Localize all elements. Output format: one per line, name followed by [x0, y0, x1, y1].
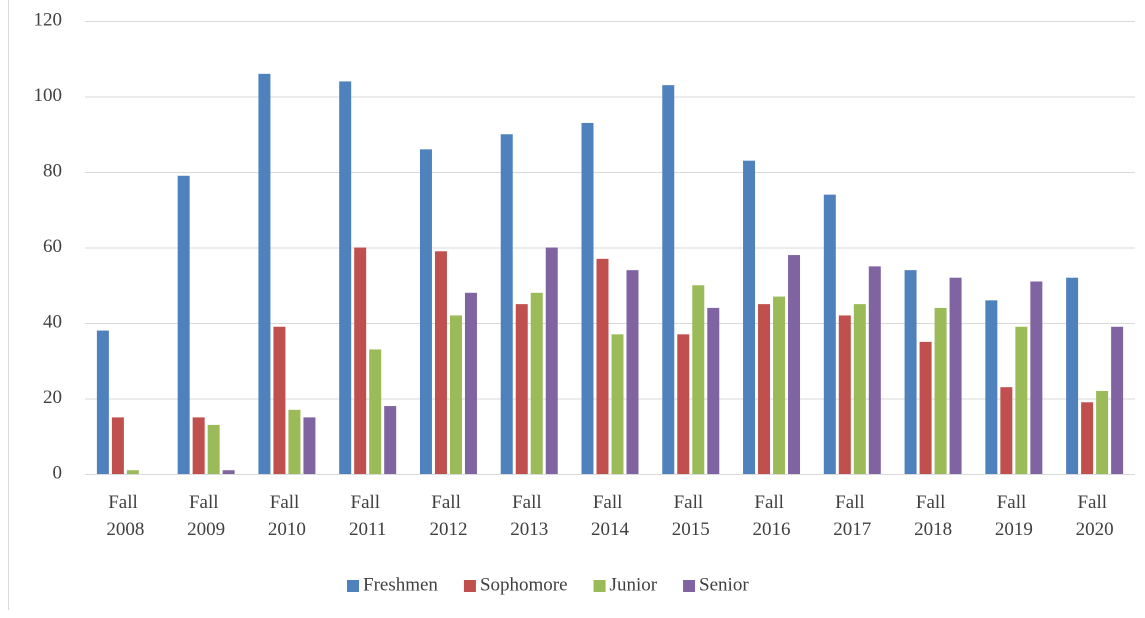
x-tick-label: Fall 2015	[672, 492, 710, 540]
y-tick-label: 0	[53, 462, 63, 483]
bar	[111, 417, 124, 474]
bar	[853, 304, 866, 474]
bar	[758, 304, 771, 474]
bar	[868, 266, 881, 474]
bar	[515, 304, 528, 474]
bar	[222, 470, 235, 474]
bar	[838, 315, 851, 474]
bar	[1000, 387, 1013, 474]
bar	[1030, 281, 1043, 474]
legend-label: Junior	[610, 574, 658, 595]
bar	[1015, 326, 1028, 474]
bar	[626, 270, 639, 474]
x-tick-label: Fall 2020	[1076, 492, 1114, 540]
x-tick-label: Fall 2017	[833, 492, 871, 540]
bar	[611, 334, 624, 474]
bar	[464, 292, 477, 474]
x-tick-label: Fall 2014	[591, 492, 630, 540]
bar	[288, 409, 301, 474]
x-tick-label: Fall 2008	[106, 492, 144, 540]
bar	[707, 307, 720, 474]
bar	[596, 258, 609, 474]
bar	[985, 300, 998, 474]
bar	[192, 417, 205, 474]
legend-swatch	[593, 580, 606, 592]
legend-swatch	[463, 580, 476, 592]
legend-label: Senior	[699, 574, 749, 595]
bar	[530, 292, 543, 474]
legend-label: Freshmen	[363, 574, 438, 595]
bar	[919, 341, 932, 474]
bar	[1066, 277, 1079, 474]
x-tick-label: Fall 2011	[349, 492, 386, 540]
legend-label: Sophomore	[480, 574, 568, 595]
bar	[788, 255, 801, 474]
bar	[1081, 402, 1094, 474]
bar	[177, 175, 190, 474]
y-tick-label: 120	[34, 9, 63, 30]
x-tick-label: Fall 2016	[753, 492, 791, 540]
bar	[743, 160, 756, 475]
bar	[339, 81, 352, 475]
bar	[369, 349, 382, 474]
bar	[677, 334, 690, 474]
bar	[773, 296, 786, 474]
bar	[692, 285, 705, 474]
y-tick-label: 80	[43, 160, 62, 181]
x-tick-label: Fall 2009	[187, 492, 225, 540]
x-tick-label: Fall 2012	[429, 492, 467, 540]
bar	[96, 330, 109, 474]
bar	[1111, 326, 1124, 474]
bar	[934, 307, 947, 474]
bar	[949, 277, 962, 474]
bar	[904, 270, 917, 474]
bar	[545, 247, 558, 474]
bar	[581, 122, 594, 475]
x-tick-label: Fall 2013	[510, 492, 548, 540]
bar	[303, 417, 316, 474]
y-tick-label: 60	[43, 236, 62, 257]
x-tick-label: Fall 2010	[268, 492, 306, 540]
y-tick-label: 100	[34, 85, 63, 106]
y-tick-label: 20	[43, 387, 62, 408]
bar	[419, 149, 432, 474]
bar	[126, 470, 139, 474]
bar	[273, 326, 286, 474]
y-tick-label: 40	[43, 311, 62, 332]
bar	[258, 73, 271, 474]
bar	[1096, 390, 1109, 474]
bar	[207, 424, 220, 474]
bar	[434, 251, 447, 474]
x-tick-label: Fall 2018	[914, 492, 952, 540]
bar	[662, 85, 675, 475]
bar	[354, 247, 367, 474]
bar	[500, 134, 513, 474]
bar	[823, 194, 836, 474]
bar	[449, 315, 462, 474]
legend-swatch	[683, 580, 696, 592]
bar	[384, 406, 397, 474]
legend-swatch	[347, 580, 359, 592]
x-tick-label: Fall 2019	[995, 492, 1033, 540]
